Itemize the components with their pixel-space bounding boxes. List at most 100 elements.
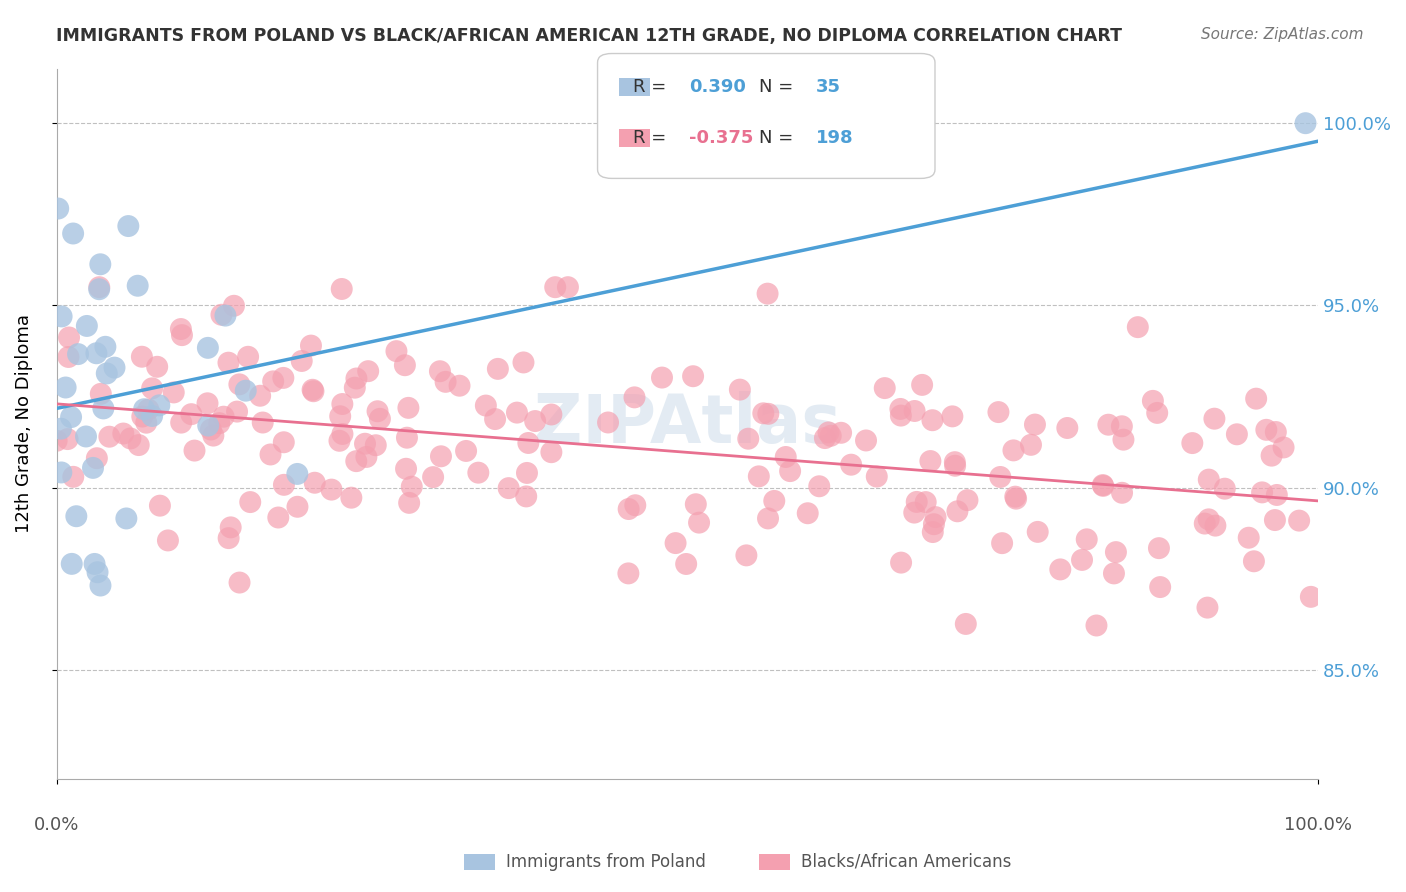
Point — [211, 308, 233, 322]
Text: 0.390: 0.390 — [689, 78, 745, 96]
Point — [1204, 411, 1226, 425]
Point — [1194, 516, 1216, 531]
Point — [737, 432, 759, 446]
Point — [1237, 531, 1260, 545]
Point — [395, 462, 418, 476]
Point — [475, 399, 498, 413]
Point — [208, 416, 231, 430]
Point — [1097, 417, 1119, 432]
Point — [956, 493, 979, 508]
Point — [454, 444, 477, 458]
Point — [540, 445, 562, 459]
Point — [515, 490, 537, 504]
Point — [429, 364, 451, 378]
Point — [354, 436, 377, 450]
Text: R =: R = — [633, 129, 672, 147]
Point — [396, 401, 419, 415]
Text: Immigrants from Poland: Immigrants from Poland — [506, 853, 706, 871]
Point — [1085, 618, 1108, 632]
Point — [214, 309, 236, 323]
Point — [1026, 524, 1049, 539]
Point — [922, 517, 945, 532]
Point — [1198, 473, 1220, 487]
Point — [262, 375, 284, 389]
Point — [103, 360, 125, 375]
Point — [401, 480, 423, 494]
Point — [617, 566, 640, 581]
Point — [1265, 488, 1288, 502]
Point — [1226, 427, 1249, 442]
Point — [1005, 491, 1028, 506]
Point — [1105, 545, 1128, 559]
Point — [328, 434, 350, 448]
Point — [340, 491, 363, 505]
Y-axis label: 12th Grade, No Diploma: 12th Grade, No Diploma — [15, 314, 32, 533]
Point — [988, 470, 1011, 484]
Point — [368, 412, 391, 426]
Point — [344, 454, 367, 468]
Point — [1091, 478, 1114, 492]
Point — [156, 533, 179, 548]
Point — [1272, 441, 1295, 455]
Point — [141, 409, 163, 423]
Point — [820, 429, 842, 443]
Point — [775, 450, 797, 464]
Point — [89, 280, 111, 294]
Point — [332, 427, 354, 442]
Point — [1198, 512, 1220, 526]
Point — [486, 362, 509, 376]
Point — [141, 381, 163, 395]
Point — [89, 578, 111, 592]
Point — [1149, 580, 1171, 594]
Point — [304, 475, 326, 490]
Point — [624, 498, 647, 512]
Point — [226, 404, 249, 418]
Point — [921, 524, 943, 539]
Point — [955, 616, 977, 631]
Point — [544, 280, 567, 294]
Point — [82, 461, 104, 475]
Point — [183, 443, 205, 458]
Point — [170, 328, 193, 343]
Point — [96, 367, 118, 381]
Point — [1112, 433, 1135, 447]
Point — [343, 381, 366, 395]
Point — [1071, 553, 1094, 567]
Point — [273, 435, 295, 450]
Point — [60, 410, 83, 425]
Point — [1024, 417, 1046, 432]
Point — [1102, 566, 1125, 581]
Point — [56, 432, 79, 446]
Point — [60, 557, 83, 571]
Point — [197, 418, 219, 433]
Point — [202, 428, 225, 442]
Point — [1002, 443, 1025, 458]
Point — [138, 402, 160, 417]
Point — [45, 434, 67, 448]
Point — [889, 401, 911, 416]
Point — [1076, 533, 1098, 547]
Point — [682, 369, 704, 384]
Point — [287, 500, 309, 514]
Point — [127, 278, 149, 293]
Point — [115, 511, 138, 525]
Point — [49, 422, 72, 436]
Text: 100.0%: 100.0% — [1284, 815, 1353, 834]
Point — [1092, 479, 1115, 493]
Point — [1147, 541, 1170, 556]
Text: 0.0%: 0.0% — [34, 815, 79, 834]
Point — [285, 467, 308, 481]
Point — [131, 350, 153, 364]
Point — [62, 470, 84, 484]
Point — [135, 416, 157, 430]
Point — [1213, 482, 1236, 496]
Point — [170, 416, 193, 430]
Point — [1004, 490, 1026, 504]
Point — [321, 483, 343, 497]
Point — [346, 371, 368, 385]
Point — [302, 384, 325, 399]
Point — [1260, 449, 1282, 463]
Point — [808, 479, 831, 493]
Point — [200, 422, 222, 436]
Point — [89, 257, 111, 271]
